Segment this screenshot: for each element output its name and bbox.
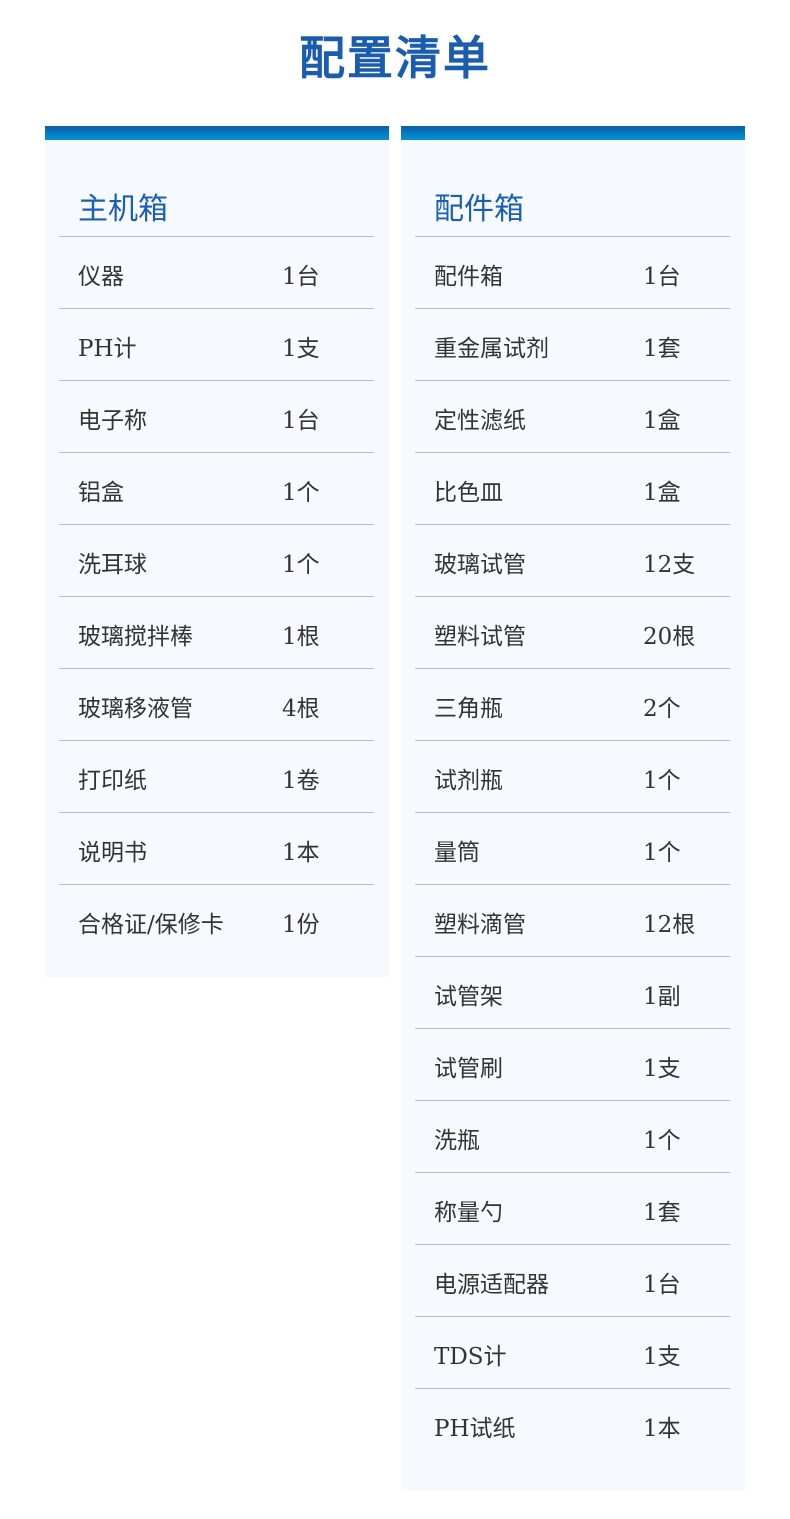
list-item: 玻璃搅拌棒 1根 xyxy=(59,597,374,669)
item-quantity: 1个 xyxy=(643,768,681,794)
item-quantity: 20根 xyxy=(643,624,696,650)
list-item: 量筒 1个 xyxy=(415,813,730,885)
item-quantity: 1套 xyxy=(643,1200,681,1226)
item-name: 量筒 xyxy=(434,840,480,866)
list-item: 铝盒 1个 xyxy=(59,453,374,525)
item-quantity: 1份 xyxy=(282,912,320,938)
item-quantity: 1卷 xyxy=(282,768,320,794)
item-name: 说明书 xyxy=(78,840,147,866)
item-quantity: 1支 xyxy=(643,1344,681,1370)
item-name: PH试纸 xyxy=(434,1416,516,1442)
list-item: 打印纸 1卷 xyxy=(59,741,374,813)
page-title: 配置清单 xyxy=(299,31,491,85)
item-name: TDS计 xyxy=(434,1344,507,1370)
item-quantity: 1支 xyxy=(282,336,320,362)
item-quantity: 1盒 xyxy=(643,408,681,434)
list-item: 洗耳球 1个 xyxy=(59,525,374,597)
list-item: 塑料滴管 12根 xyxy=(415,885,730,957)
item-quantity: 1套 xyxy=(643,336,681,362)
item-quantity: 1个 xyxy=(643,1128,681,1154)
list-item: 定性滤纸 1盒 xyxy=(415,381,730,453)
item-name: PH计 xyxy=(78,336,137,362)
item-name: 塑料滴管 xyxy=(434,912,526,938)
item-name: 铝盒 xyxy=(78,480,124,506)
item-quantity: 1个 xyxy=(643,840,681,866)
panel-header-bar xyxy=(45,126,389,140)
list-item: PH试纸 1本 xyxy=(415,1389,730,1460)
list-item: 说明书 1本 xyxy=(59,813,374,885)
item-quantity: 2个 xyxy=(643,696,681,722)
list-item: 三角瓶 2个 xyxy=(415,669,730,741)
section-heading: 主机箱 xyxy=(59,140,374,237)
item-quantity: 1支 xyxy=(643,1056,681,1082)
main-box-panel: 主机箱 仪器 1台 PH计 1支 电子称 1台 铝盒 1个 洗耳球 1个 玻璃搅拌棒 1根 玻璃移液管 4… xyxy=(45,126,389,977)
item-quantity: 1盒 xyxy=(643,480,681,506)
list-item: 合格证/保修卡 1份 xyxy=(59,885,374,956)
accessory-box-panel: 配件箱 配件箱 1台 重金属试剂 1套 定性滤纸 1盒 比色皿 1盒 玻璃试管 12支 塑料试管 20… xyxy=(401,126,745,1491)
list-item: 试管刷 1支 xyxy=(415,1029,730,1101)
item-name: 打印纸 xyxy=(78,768,147,794)
item-name: 比色皿 xyxy=(434,480,503,506)
list-item: 配件箱 1台 xyxy=(415,237,730,309)
item-name: 三角瓶 xyxy=(434,696,503,722)
list-item: TDS计 1支 xyxy=(415,1317,730,1389)
item-name: 称量勺 xyxy=(434,1200,503,1226)
item-name: 玻璃移液管 xyxy=(78,696,193,722)
item-name: 塑料试管 xyxy=(434,624,526,650)
item-quantity: 1台 xyxy=(282,408,320,434)
list-item: 重金属试剂 1套 xyxy=(415,309,730,381)
item-quantity: 12支 xyxy=(643,552,696,578)
list-item: 玻璃移液管 4根 xyxy=(59,669,374,741)
item-name: 定性滤纸 xyxy=(434,408,526,434)
list-item: 比色皿 1盒 xyxy=(415,453,730,525)
item-name: 洗耳球 xyxy=(78,552,147,578)
item-quantity: 1台 xyxy=(282,264,320,290)
item-quantity: 12根 xyxy=(643,912,696,938)
item-name: 电源适配器 xyxy=(434,1272,549,1298)
item-name: 电子称 xyxy=(78,408,147,434)
list-item: 玻璃试管 12支 xyxy=(415,525,730,597)
item-name: 试管刷 xyxy=(434,1056,503,1082)
item-name: 仪器 xyxy=(78,264,124,290)
list-item: 塑料试管 20根 xyxy=(415,597,730,669)
list-item: 试管架 1副 xyxy=(415,957,730,1029)
item-quantity: 1副 xyxy=(643,984,681,1010)
list-item: 电源适配器 1台 xyxy=(415,1245,730,1317)
item-quantity: 1根 xyxy=(282,624,320,650)
item-quantity: 4根 xyxy=(282,696,320,722)
list-item: 称量勺 1套 xyxy=(415,1173,730,1245)
item-name: 合格证/保修卡 xyxy=(78,912,224,938)
item-name: 玻璃试管 xyxy=(434,552,526,578)
item-name: 玻璃搅拌棒 xyxy=(78,624,193,650)
list-item: 洗瓶 1个 xyxy=(415,1101,730,1173)
item-name: 试管架 xyxy=(434,984,503,1010)
item-name: 重金属试剂 xyxy=(434,336,549,362)
item-quantity: 1本 xyxy=(282,840,320,866)
section-heading: 配件箱 xyxy=(415,140,730,237)
panel-header-bar xyxy=(401,126,745,140)
item-quantity: 1台 xyxy=(643,264,681,290)
item-name: 配件箱 xyxy=(434,264,503,290)
item-quantity: 1本 xyxy=(643,1416,681,1442)
item-quantity: 1个 xyxy=(282,480,320,506)
list-item: 试剂瓶 1个 xyxy=(415,741,730,813)
item-quantity: 1个 xyxy=(282,552,320,578)
list-item: 仪器 1台 xyxy=(59,237,374,309)
item-name: 试剂瓶 xyxy=(434,768,503,794)
item-name: 洗瓶 xyxy=(434,1128,480,1154)
item-quantity: 1台 xyxy=(643,1272,681,1298)
list-item: PH计 1支 xyxy=(59,309,374,381)
list-item: 电子称 1台 xyxy=(59,381,374,453)
